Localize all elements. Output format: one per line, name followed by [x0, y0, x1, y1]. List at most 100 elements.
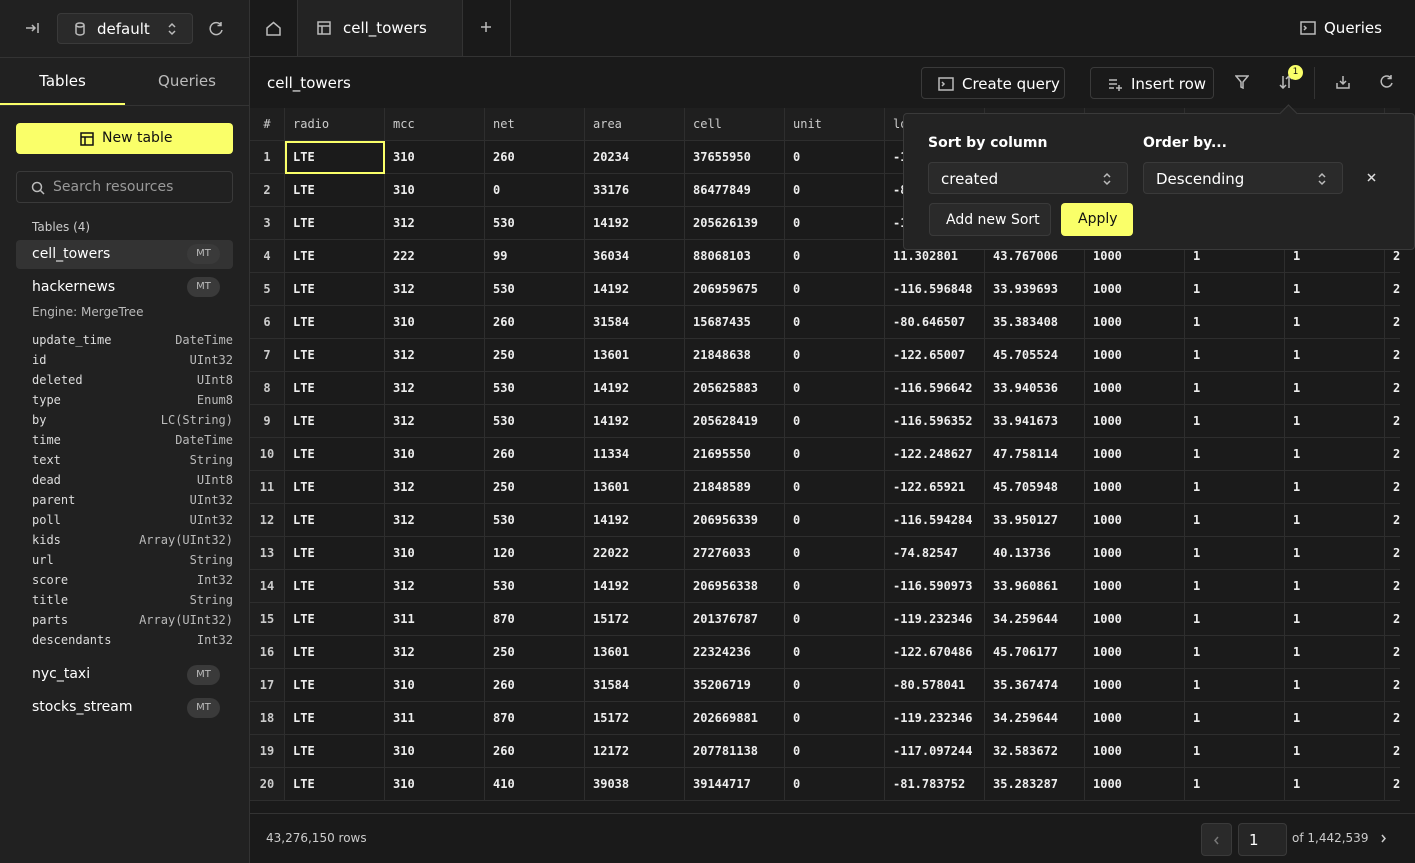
table-cell[interactable]: LTE [285, 141, 385, 174]
table-cell[interactable]: 312 [385, 339, 485, 372]
table-cell[interactable]: 1000 [1085, 603, 1185, 636]
table-cell[interactable]: 36034 [585, 240, 685, 273]
table-cell[interactable]: 11334 [585, 438, 685, 471]
table-cell[interactable]: LTE [285, 273, 385, 306]
table-cell[interactable]: 1 [1185, 372, 1285, 405]
table-cell[interactable]: 2 [1385, 537, 1400, 570]
table-cell[interactable]: -117.097244 [885, 735, 985, 768]
table-cell[interactable]: 22324236 [685, 636, 785, 669]
table-cell[interactable]: 2 [1385, 273, 1400, 306]
table-cell[interactable]: 88068103 [685, 240, 785, 273]
table-cell[interactable]: 310 [385, 141, 485, 174]
table-cell[interactable]: 1000 [1085, 636, 1185, 669]
table-cell[interactable]: 1 [1285, 669, 1385, 702]
apply-button[interactable]: Apply [1061, 203, 1133, 236]
table-cell[interactable]: -81.783752 [885, 768, 985, 801]
page-input[interactable]: 1 [1238, 823, 1287, 856]
table-cell[interactable]: LTE [285, 207, 385, 240]
table-cell[interactable]: 20234 [585, 141, 685, 174]
table-cell[interactable]: 1 [1185, 735, 1285, 768]
table-cell[interactable]: 205628419 [685, 405, 785, 438]
insert-row-button[interactable]: Insert row [1090, 67, 1214, 99]
table-cell[interactable]: 34.259644 [985, 603, 1085, 636]
table-cell[interactable]: 530 [485, 207, 585, 240]
table-cell[interactable]: -116.596848 [885, 273, 985, 306]
table-cell[interactable]: 1 [1285, 603, 1385, 636]
table-cell[interactable]: LTE [285, 438, 385, 471]
table-cell[interactable]: 311 [385, 603, 485, 636]
table-cell[interactable]: 0 [785, 768, 885, 801]
table-cell[interactable]: 312 [385, 471, 485, 504]
table-cell[interactable]: 2 [1385, 702, 1400, 735]
table-cell[interactable]: 2 [1385, 306, 1400, 339]
table-cell[interactable]: 1 [1185, 603, 1285, 636]
table-cell[interactable]: 2 [1385, 669, 1400, 702]
table-cell[interactable]: 47.758114 [985, 438, 1085, 471]
table-cell[interactable]: 202669881 [685, 702, 785, 735]
table-cell[interactable]: 99 [485, 240, 585, 273]
table-cell[interactable]: 1000 [1085, 372, 1185, 405]
table-cell[interactable]: 32.583672 [985, 735, 1085, 768]
table-cell[interactable]: 86477849 [685, 174, 785, 207]
table-cell[interactable]: 45.705524 [985, 339, 1085, 372]
table-cell[interactable]: 310 [385, 768, 485, 801]
table-cell[interactable]: -122.65921 [885, 471, 985, 504]
table-cell[interactable]: 1000 [1085, 702, 1185, 735]
table-cell[interactable]: 31584 [585, 306, 685, 339]
table-cell[interactable]: LTE [285, 306, 385, 339]
table-cell[interactable]: 0 [785, 636, 885, 669]
table-cell[interactable]: 1000 [1085, 537, 1185, 570]
table-cell[interactable]: 11.302801 [885, 240, 985, 273]
table-cell[interactable]: 1000 [1085, 273, 1185, 306]
table-cell[interactable]: 35206719 [685, 669, 785, 702]
table-cell[interactable]: 12172 [585, 735, 685, 768]
table-cell[interactable]: 13601 [585, 339, 685, 372]
table-cell[interactable]: LTE [285, 174, 385, 207]
refresh-icon[interactable] [1380, 75, 1394, 89]
order-select[interactable]: Descending [1143, 162, 1343, 194]
table-cell[interactable]: LTE [285, 471, 385, 504]
table-cell[interactable]: LTE [285, 372, 385, 405]
table-cell[interactable]: 45.705948 [985, 471, 1085, 504]
table-cell[interactable]: 222 [385, 240, 485, 273]
table-cell[interactable]: 1000 [1085, 339, 1185, 372]
table-cell[interactable]: 22022 [585, 537, 685, 570]
table-cell[interactable]: -116.596352 [885, 405, 985, 438]
table-cell[interactable]: 14192 [585, 207, 685, 240]
table-cell[interactable]: LTE [285, 735, 385, 768]
table-cell[interactable]: 312 [385, 504, 485, 537]
table-cell[interactable]: 39038 [585, 768, 685, 801]
table-cell[interactable]: 0 [785, 669, 885, 702]
table-cell[interactable]: 40.13736 [985, 537, 1085, 570]
table-cell[interactable]: -122.248627 [885, 438, 985, 471]
database-select[interactable]: default [57, 13, 193, 44]
table-cell[interactable]: 1 [1285, 372, 1385, 405]
download-icon[interactable] [1336, 75, 1350, 89]
search-input[interactable]: Search resources [16, 171, 233, 203]
table-cell[interactable]: 0 [785, 306, 885, 339]
table-cell[interactable]: 1 [1285, 471, 1385, 504]
table-cell[interactable]: 206959675 [685, 273, 785, 306]
sort-column-select[interactable]: created [928, 162, 1128, 194]
table-cell[interactable]: 2 [1385, 735, 1400, 768]
table-cell[interactable]: 870 [485, 702, 585, 735]
table-cell[interactable]: 2 [1385, 339, 1400, 372]
table-cell[interactable]: 1 [1185, 405, 1285, 438]
table-cell[interactable]: 0 [785, 240, 885, 273]
table-cell[interactable]: LTE [285, 537, 385, 570]
table-cell[interactable]: 1 [1285, 306, 1385, 339]
table-cell[interactable]: 206956339 [685, 504, 785, 537]
sidebar-tab[interactable]: Queries [158, 72, 216, 90]
table-cell[interactable]: 530 [485, 273, 585, 306]
table-cell[interactable]: 0 [785, 273, 885, 306]
table-cell[interactable]: 1000 [1085, 735, 1185, 768]
table-cell[interactable]: -80.578041 [885, 669, 985, 702]
table-cell[interactable]: 1 [1285, 735, 1385, 768]
table-cell[interactable]: 39144717 [685, 768, 785, 801]
table-cell[interactable]: 410 [485, 768, 585, 801]
table-cell[interactable]: LTE [285, 504, 385, 537]
table-cell[interactable]: 2 [1385, 438, 1400, 471]
table-cell[interactable]: 310 [385, 537, 485, 570]
table-cell[interactable]: 260 [485, 735, 585, 768]
table-cell[interactable]: 31584 [585, 669, 685, 702]
